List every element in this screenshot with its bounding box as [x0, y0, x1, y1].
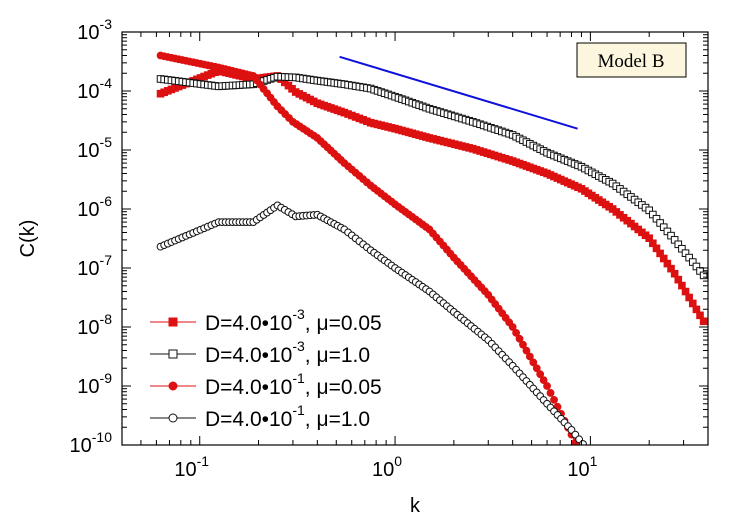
legend-label: D=4.0•10-3, μ=0.05 [205, 306, 382, 335]
legend-label-param: , μ=1.0 [305, 344, 370, 367]
x-tick-label: 101 [567, 453, 597, 481]
y-tick-label-exponent: -7 [100, 252, 113, 268]
x-tick-label: 10-1 [174, 453, 209, 481]
y-tick-label-base: 10 [77, 22, 99, 44]
legend-label-main: D=4.0•10 [205, 312, 292, 335]
data-point [508, 323, 517, 331]
y-tick-label-exponent: -4 [100, 75, 113, 91]
legend-label-param: , μ=0.05 [305, 376, 382, 399]
data-point [539, 376, 548, 385]
data-point [585, 444, 589, 445]
plot-frame [121, 31, 709, 446]
y-tick-label: 10-6 [77, 193, 112, 221]
x-tick-label-exponent: 1 [590, 453, 598, 469]
data-point [546, 389, 555, 397]
legend-marker [168, 349, 178, 359]
legend-marker [168, 317, 178, 327]
y-tick-label-base: 10 [77, 258, 99, 280]
y-tick-label-base: 10 [77, 376, 99, 398]
data-point [532, 364, 541, 373]
legend: D=4.0•10-3, μ=0.05D=4.0•10-3, μ=1.0D=4.0… [150, 306, 382, 431]
x-tick-label-exponent: -1 [197, 453, 210, 469]
legend-label: D=4.0•10-1, μ=0.05 [205, 370, 382, 399]
legend-label-exponent: -3 [292, 338, 305, 354]
data-point [529, 358, 538, 367]
legend-item-1: D=4.0•10-3, μ=0.05 [150, 306, 382, 335]
data-point [512, 329, 521, 337]
data-point [550, 395, 558, 404]
data-point [515, 334, 524, 343]
legend-item-2: D=4.0•10-3, μ=1.0 [150, 338, 370, 367]
y-tick-label: 10-4 [77, 75, 112, 103]
data-point [536, 370, 545, 379]
data-point [579, 440, 587, 445]
model-annotation: Model B [597, 51, 664, 72]
legend-label-param: , μ=1.0 [305, 408, 370, 431]
legend-label-exponent: -1 [292, 402, 305, 418]
y-axis-label: C(k) [17, 220, 39, 258]
data-point [525, 352, 534, 361]
legend-label-main: D=4.0•10 [205, 376, 292, 399]
y-tick-label-base: 10 [77, 317, 99, 339]
legend-marker [168, 381, 178, 391]
x-tick-label: 100 [372, 453, 402, 481]
y-tick-label: 10-9 [77, 370, 112, 398]
legend-item-4: D=4.0•10-1, μ=1.0 [150, 402, 370, 431]
y-tick-label: 10-7 [77, 252, 112, 280]
legend-label-param: , μ=0.05 [305, 312, 382, 335]
y-tick-label: 10-10 [70, 429, 113, 457]
x-tick-label-base: 10 [372, 459, 394, 481]
y-tick-label-exponent: -10 [92, 429, 112, 445]
data-point [522, 346, 531, 355]
y-tick-label-base: 10 [77, 199, 99, 221]
data-point [576, 447, 583, 454]
model-annotation-box: Model B [576, 42, 687, 78]
x-axis-label: k [410, 495, 421, 517]
legend-label-exponent: -1 [292, 370, 305, 386]
y-tick-label: 10-8 [77, 311, 112, 339]
series-4 [156, 201, 589, 445]
y-tick-label-base: 10 [77, 140, 99, 162]
y-tick-label-exponent: -6 [100, 193, 113, 209]
y-tick-label-exponent: -8 [100, 311, 113, 327]
data-point [699, 271, 708, 280]
y-tick-label-base: 10 [77, 81, 99, 103]
y-tick-label-base: 10 [70, 435, 92, 457]
legend-label: D=4.0•10-1, μ=1.0 [205, 402, 370, 431]
series-3 [156, 51, 583, 454]
legend-label-main: D=4.0•10 [205, 344, 292, 367]
x-tick-label-base: 10 [174, 459, 196, 481]
data-point [519, 340, 527, 349]
x-tick-label-exponent: 0 [394, 453, 402, 469]
series-2 [156, 72, 708, 280]
legend-item-3: D=4.0•10-1, μ=0.05 [150, 370, 382, 399]
legend-marker [168, 413, 178, 423]
reference-power-law-line [339, 55, 578, 130]
y-tick-label: 10-3 [77, 16, 112, 44]
legend-label: D=4.0•10-3, μ=1.0 [205, 338, 370, 367]
y-tick-label-exponent: -9 [100, 370, 113, 386]
y-tick-label-exponent: -5 [100, 134, 113, 150]
y-tick-label: 10-5 [77, 134, 112, 162]
legend-label-exponent: -3 [292, 306, 305, 322]
y-tick-label-exponent: -3 [100, 16, 113, 32]
data-point [699, 317, 708, 326]
x-tick-label-base: 10 [567, 459, 589, 481]
legend-label-main: D=4.0•10 [205, 408, 292, 431]
data-point [543, 382, 551, 390]
